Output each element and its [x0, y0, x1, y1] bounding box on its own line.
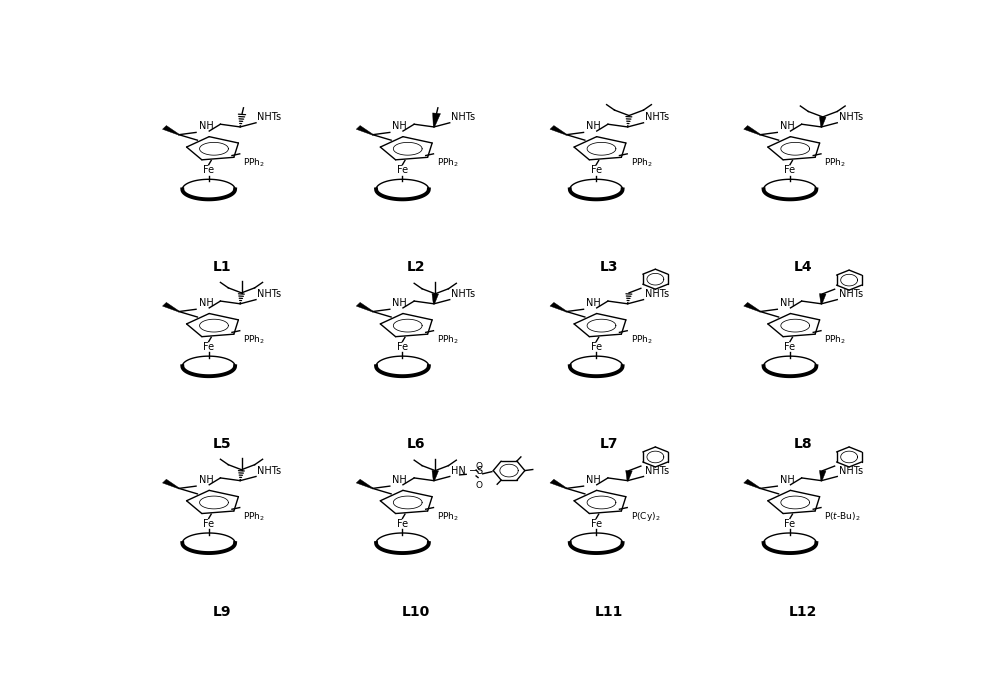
Text: NHTs: NHTs	[257, 289, 281, 299]
Text: PPh$_2$: PPh$_2$	[824, 157, 846, 169]
Text: PPh$_2$: PPh$_2$	[437, 333, 459, 346]
Polygon shape	[162, 125, 179, 135]
Text: L11: L11	[595, 606, 624, 619]
Text: NHTs: NHTs	[839, 112, 863, 122]
Polygon shape	[819, 470, 826, 481]
Text: NHTs: NHTs	[257, 112, 281, 122]
Text: O: O	[475, 481, 482, 490]
Polygon shape	[356, 125, 373, 135]
Text: NHTs: NHTs	[451, 112, 475, 122]
Text: NH: NH	[780, 121, 795, 132]
Text: NHTs: NHTs	[839, 289, 863, 299]
Text: Fe: Fe	[591, 519, 602, 529]
Text: PPh$_2$: PPh$_2$	[631, 157, 653, 169]
Text: NH: NH	[586, 121, 601, 132]
Polygon shape	[550, 480, 567, 489]
Text: NHTs: NHTs	[645, 289, 669, 299]
Text: O: O	[475, 462, 482, 471]
Text: NH: NH	[392, 298, 407, 308]
Text: Fe: Fe	[784, 342, 796, 352]
Text: L4: L4	[794, 260, 812, 274]
Text: Fe: Fe	[397, 165, 408, 175]
Text: NHTs: NHTs	[839, 466, 863, 476]
Text: L7: L7	[600, 436, 619, 450]
Text: L2: L2	[406, 260, 425, 274]
Polygon shape	[626, 470, 632, 481]
Polygon shape	[819, 117, 826, 127]
Text: L10: L10	[402, 606, 430, 619]
Text: Fe: Fe	[784, 165, 796, 175]
Polygon shape	[744, 303, 761, 312]
Text: Fe: Fe	[591, 165, 602, 175]
Text: Fe: Fe	[203, 519, 214, 529]
Text: PPh$_2$: PPh$_2$	[631, 333, 653, 346]
Polygon shape	[162, 303, 179, 312]
Text: L6: L6	[406, 436, 425, 450]
Text: NH: NH	[199, 298, 213, 308]
Polygon shape	[432, 294, 439, 304]
Text: Fe: Fe	[784, 519, 796, 529]
Text: NH: NH	[586, 475, 601, 485]
Text: Fe: Fe	[397, 342, 408, 352]
Text: Fe: Fe	[397, 519, 408, 529]
Text: Fe: Fe	[203, 165, 214, 175]
Text: PPh$_2$: PPh$_2$	[437, 157, 459, 169]
Text: PPh$_2$: PPh$_2$	[243, 510, 265, 523]
Text: PPh$_2$: PPh$_2$	[243, 333, 265, 346]
Polygon shape	[356, 303, 373, 312]
Polygon shape	[550, 303, 567, 312]
Polygon shape	[550, 125, 567, 135]
Text: NHTs: NHTs	[451, 289, 475, 299]
Text: NH: NH	[586, 298, 601, 308]
Text: NHTs: NHTs	[257, 466, 281, 476]
Text: NH: NH	[392, 475, 407, 485]
Text: NH: NH	[780, 475, 795, 485]
Polygon shape	[432, 470, 439, 481]
Text: P(Cy)$_2$: P(Cy)$_2$	[631, 510, 660, 523]
Text: L9: L9	[213, 606, 231, 619]
Text: P($t$-Bu)$_2$: P($t$-Bu)$_2$	[824, 510, 861, 523]
Text: PPh$_2$: PPh$_2$	[824, 333, 846, 346]
Polygon shape	[819, 294, 826, 304]
Text: L3: L3	[600, 260, 619, 274]
Text: NHTs: NHTs	[645, 466, 669, 476]
Text: NH: NH	[780, 298, 795, 308]
Text: L1: L1	[213, 260, 231, 274]
Polygon shape	[356, 480, 373, 489]
Text: L8: L8	[794, 436, 812, 450]
Text: L12: L12	[789, 606, 817, 619]
Text: NH: NH	[392, 121, 407, 132]
Text: L5: L5	[213, 436, 231, 450]
Polygon shape	[162, 480, 179, 489]
Polygon shape	[744, 480, 761, 489]
Text: PPh$_2$: PPh$_2$	[243, 157, 265, 169]
Text: Fe: Fe	[591, 342, 602, 352]
Text: NH: NH	[199, 475, 213, 485]
Polygon shape	[744, 125, 761, 135]
Text: NHTs: NHTs	[645, 112, 669, 122]
Text: HN: HN	[451, 466, 466, 476]
Polygon shape	[433, 113, 440, 127]
Text: NH: NH	[199, 121, 213, 132]
Text: PPh$_2$: PPh$_2$	[437, 510, 459, 523]
Text: Fe: Fe	[203, 342, 214, 352]
Text: $-$S: $-$S	[468, 464, 484, 476]
